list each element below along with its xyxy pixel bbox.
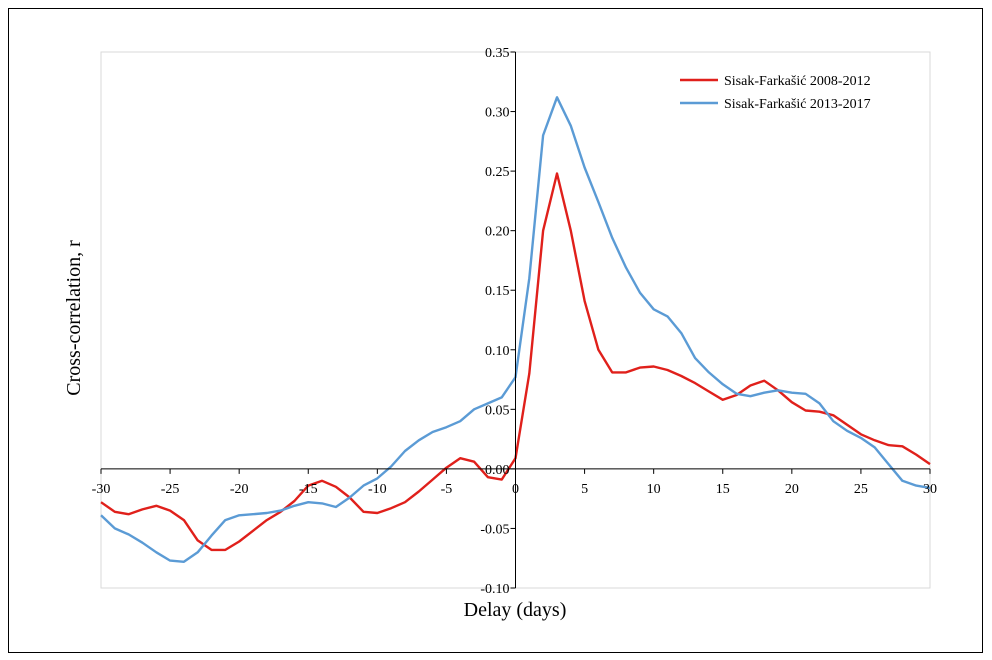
y-axis-title: Cross-correlation, r <box>63 240 85 396</box>
x-tick-label: 30 <box>923 482 937 497</box>
y-tick-label: 0.00 <box>485 463 510 478</box>
x-tick-label: 25 <box>854 482 868 497</box>
x-tick-label: -15 <box>299 482 318 497</box>
axes: -30 -25 -20 -15 -10 -5 0 5 10 15 20 25 30 -0.10 -0.05 0… <box>92 46 937 597</box>
x-tick-label: 10 <box>647 482 661 497</box>
x-axis-title: Delay (days) <box>464 599 567 621</box>
y-tick-label: 0.05 <box>485 403 510 418</box>
x-tick-label: 5 <box>581 482 588 497</box>
y-tick-label: 0.15 <box>485 284 510 299</box>
legend-label-2: Sisak-Farkašić 2013-2017 <box>724 97 871 112</box>
x-tick-label: -5 <box>441 482 453 497</box>
y-tick-label: 0.30 <box>485 106 510 121</box>
x-tick-label: -10 <box>368 482 387 497</box>
x-tick-label: 20 <box>785 482 799 497</box>
legend: Sisak-Farkašić 2008-2012 Sisak-Farkašić 2… <box>680 74 871 112</box>
x-tick-label: 0 <box>512 482 519 497</box>
x-tick-label: -30 <box>92 482 111 497</box>
y-tick-label: -0.10 <box>480 582 509 597</box>
y-tick-label: 0.20 <box>485 225 510 240</box>
x-tick-label: -20 <box>230 482 249 497</box>
y-tick-label: -0.05 <box>480 522 509 537</box>
legend-label-1: Sisak-Farkašić 2008-2012 <box>724 74 871 89</box>
chart-frame <box>8 8 983 653</box>
y-tick-label: 0.25 <box>485 165 510 180</box>
x-tick-label: 15 <box>716 482 730 497</box>
x-tick-label: -25 <box>161 482 180 497</box>
y-tick-label: 0.35 <box>485 46 510 61</box>
y-tick-label: 0.10 <box>485 344 510 359</box>
